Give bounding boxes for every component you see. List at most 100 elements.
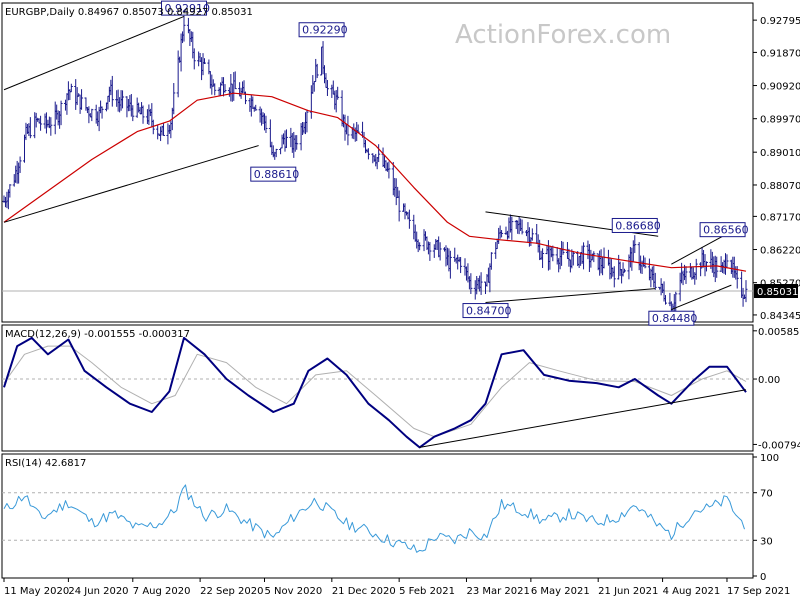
ohlc-bar [459, 256, 463, 274]
price-y-tick-label: 0.92795 [760, 16, 800, 27]
ohlc-bar [69, 83, 73, 93]
x-axis: 11 May 2020 24 Jun 2020 7 Aug 2020 22 Sep 2… [3, 578, 790, 597]
price-y-tick-label: 0.88070 [760, 181, 800, 192]
ohlc-bar [684, 266, 688, 284]
x-tick-label: 17 Sep 2021 [727, 586, 790, 597]
ohlc-bar [623, 268, 627, 273]
ohlc-bar [223, 84, 227, 93]
price-pane-frame [1, 2, 754, 323]
ohlc-bar [438, 242, 442, 261]
macd-chart-title: MACD(12,26,9) -0.001555 -0.000317 [5, 329, 190, 340]
annotation-box [161, 0, 208, 16]
x-tick-label: 22 Sep 2020 [200, 586, 263, 597]
rsi-y-tick-label: 0 [760, 572, 766, 583]
ohlc-bar [254, 104, 258, 111]
x-tick-label: 23 Mar 2021 [466, 586, 529, 597]
ohlc-bar [49, 117, 53, 136]
macd-layer: 0.005858 0.00 -0.007945 [2, 327, 800, 451]
x-tick-label: 21 Dec 2020 [332, 586, 396, 597]
annotation-label: 0.86680 [615, 219, 661, 232]
rsi-y-tick-label: 70 [760, 489, 773, 500]
ohlc-bar [336, 86, 340, 100]
ohlc-bar [664, 295, 668, 305]
trend-line-macd-support [419, 389, 747, 448]
annotation-label: 0.92910 [165, 2, 211, 15]
ohlc-bar [264, 115, 268, 133]
ohlc-bar [582, 242, 586, 270]
ohlc-bar [643, 257, 647, 269]
ohlc-bar [489, 252, 493, 270]
annotation-label: 0.86560 [703, 224, 749, 237]
ohlc-bar [674, 291, 678, 313]
price-y-tick-label: 0.86220 [760, 246, 800, 257]
ohlc-bar [653, 272, 657, 290]
ohlc-bar [377, 144, 381, 163]
ohlc-bar [366, 148, 370, 160]
watermark: ActionForex.com [455, 20, 671, 50]
ohlc-bar [694, 258, 698, 280]
price-y-tick-label: 0.91870 [760, 48, 800, 59]
ohlc-bar [90, 108, 94, 122]
ohlc-bar [192, 48, 196, 70]
x-tick-label: 7 Aug 2020 [133, 586, 191, 597]
macd-signal-line [3, 345, 747, 438]
ohlc-bar [233, 71, 237, 90]
ohlc-bar [530, 228, 534, 241]
ohlc-bar [28, 117, 32, 139]
annotation-box [699, 222, 746, 238]
trend-line-wedge-lower [485, 288, 656, 304]
trend-line-channel-lower [3, 145, 259, 223]
price-y-tick-label: 0.89010 [760, 148, 800, 159]
annotation-label: 0.92290 [302, 24, 348, 37]
macd-line [3, 336, 747, 449]
ohlc-bar [295, 135, 299, 150]
annotation-box [462, 303, 509, 319]
annotation-box [648, 310, 695, 326]
ohlc-bar [633, 235, 637, 254]
ohlc-bar [203, 58, 207, 64]
ohlc-bar [213, 83, 217, 96]
rsi-y-tick-label: 100 [760, 453, 779, 464]
price-layer: 0.92795 0.91870 0.90920 0.89970 0.89010 0.880… [2, 0, 800, 326]
ohlc-bar [121, 90, 125, 109]
ohlc-bar [510, 216, 514, 240]
x-tick-label: 11 May 2020 [4, 586, 69, 597]
ohlc-bar [172, 83, 176, 115]
macd-y-tick-label: -0.007945 [758, 440, 800, 451]
current-price-box [754, 284, 798, 299]
ohlc-bar [479, 272, 483, 295]
rsi-line [3, 484, 745, 553]
ohlc-bar [315, 63, 319, 79]
ohlc-bar [592, 251, 596, 263]
x-tick-label: 24 Jun 2020 [68, 586, 128, 597]
ohlc-bar [162, 122, 166, 136]
ohlc-bar [141, 105, 145, 124]
moving-average-line [3, 92, 747, 272]
ohlc-bar [448, 250, 452, 279]
annotation-box [298, 22, 345, 38]
annotation-label: 0.88610 [254, 168, 300, 181]
trend-line-rising-channel-lower [671, 284, 732, 310]
x-tick-label: 6 May 2021 [531, 586, 590, 597]
ohlc-bar [39, 115, 43, 131]
ohlc-bar [131, 105, 135, 122]
price-y-tick-label: 0.89970 [760, 115, 800, 126]
ohlc-bar [100, 106, 104, 119]
ohlc-bar [612, 266, 616, 288]
annotation-label: 0.84480 [652, 312, 698, 325]
x-tick-label: 5 Feb 2021 [399, 586, 455, 597]
x-tick-label: 21 Jun 2021 [598, 586, 658, 597]
ohlc-bar [284, 129, 288, 149]
rsi-pane-frame [1, 453, 754, 579]
ohlc-bar [520, 219, 524, 235]
annotation-label: 0.84700 [466, 305, 512, 318]
annotation-box [611, 217, 658, 233]
ohlc-bar [571, 250, 575, 266]
price-y-tick-label: 0.90920 [760, 82, 800, 93]
ohlc-bar [561, 241, 565, 255]
ohlc-bar [551, 245, 555, 262]
ohlc-bar [418, 242, 422, 251]
ohlc-bar [500, 230, 504, 238]
